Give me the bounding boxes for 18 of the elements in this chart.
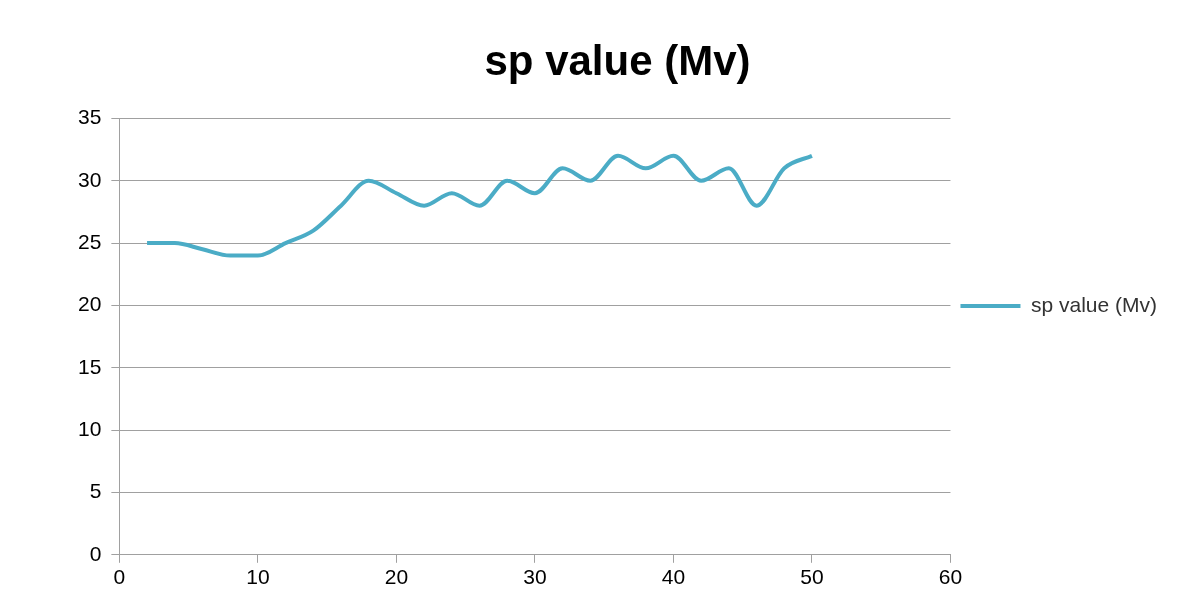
line-series	[145, 153, 814, 258]
x-tick-label: 0	[113, 565, 126, 589]
x-tick-label: 50	[800, 565, 824, 589]
legend-label: sp value (Mv)	[1030, 292, 1157, 316]
y-tick-label: 0	[89, 541, 102, 565]
x-tick-label: 30	[523, 565, 547, 589]
y-tick-label: 5	[89, 479, 102, 503]
y-tick-label: 15	[78, 354, 102, 378]
y-tick-label: 10	[78, 416, 102, 440]
y-tick-label: 20	[78, 292, 102, 316]
x-tick-label: 20	[384, 565, 409, 589]
y-tick-label: 35	[78, 105, 102, 129]
chart-title: sp value (Mv)	[484, 36, 751, 84]
y-tick-label: 30	[78, 167, 102, 191]
y-tick-label: 25	[78, 229, 102, 253]
x-tick-label: 40	[661, 565, 686, 589]
x-tick-label: 60	[938, 565, 963, 589]
x-tick-label: 10	[246, 565, 270, 589]
